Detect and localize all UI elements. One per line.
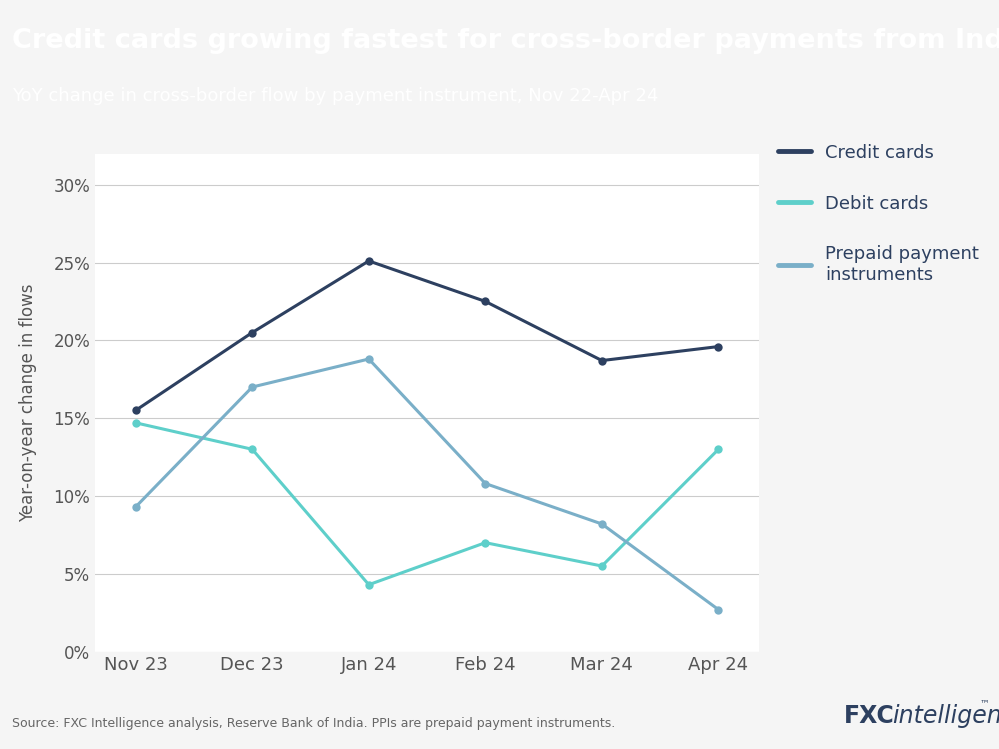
Text: ™: ™	[979, 698, 989, 708]
Text: Credit cards growing fastest for cross-border payments from India: Credit cards growing fastest for cross-b…	[12, 28, 999, 54]
Text: intelligence: intelligence	[892, 704, 999, 728]
Text: YoY change in cross-border flow by payment instrument, Nov 22-Apr 24: YoY change in cross-border flow by payme…	[12, 87, 658, 105]
Text: FXC: FXC	[844, 704, 895, 728]
Y-axis label: Year-on-year change in flows: Year-on-year change in flows	[19, 283, 37, 522]
Legend: Credit cards, Debit cards, Prepaid payment
instruments: Credit cards, Debit cards, Prepaid payme…	[778, 144, 979, 284]
Text: Source: FXC Intelligence analysis, Reserve Bank of India. PPIs are prepaid payme: Source: FXC Intelligence analysis, Reser…	[12, 718, 615, 730]
